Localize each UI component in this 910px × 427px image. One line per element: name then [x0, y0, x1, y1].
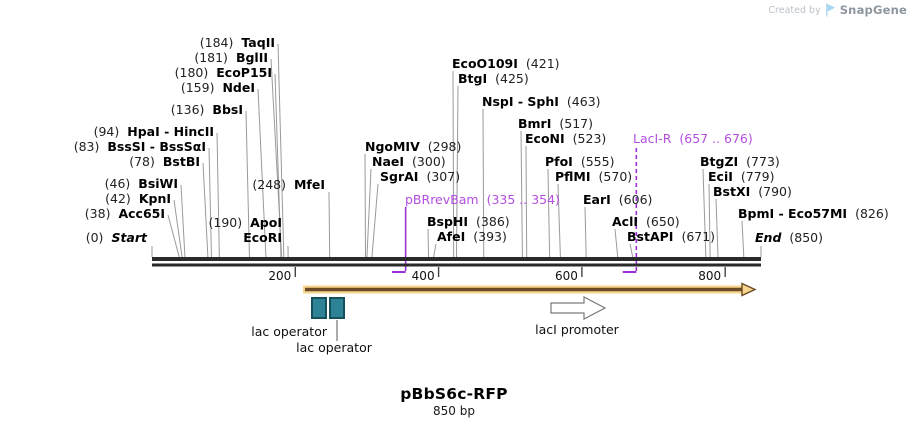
- leader-line-sgrai: [371, 183, 379, 258]
- enzyme-label-bsiwi[interactable]: (46) BsiWI: [105, 176, 178, 191]
- enzyme-label-taqii[interactable]: (184) TaqII: [200, 35, 275, 50]
- enzyme-label-end[interactable]: End (850): [755, 230, 823, 245]
- leader-line-ecoo109i: [452, 70, 455, 258]
- leader-line-nspi-sphi: [482, 108, 485, 258]
- enzyme-label-sgrai[interactable]: SgrAI (307): [380, 169, 460, 184]
- leader-line-afei: [433, 243, 437, 258]
- leader-line-btgi: [456, 85, 459, 258]
- primer-label-pbrrevbam[interactable]: pBRrevBam (335 .. 354): [405, 192, 560, 207]
- enzyme-label-start[interactable]: (0) Start: [86, 230, 148, 245]
- enzyme-label-mfei[interactable]: (248) MfeI: [252, 177, 325, 192]
- axis-tick-label-800: 800: [698, 269, 721, 283]
- leader-line-bsphi: [427, 228, 430, 258]
- leader-line-bbsi: [245, 110, 250, 258]
- plasmid-title-block: pBbS6c-RFP 850 bp: [304, 385, 604, 418]
- enzyme-label-nspi-sphi[interactable]: NspI - SphI (463): [482, 94, 601, 109]
- enzyme-label-naei[interactable]: NaeI (300): [372, 154, 446, 169]
- enzyme-label-apoi[interactable]: (190) ApoI: [209, 215, 283, 230]
- leader-line-bmri: [520, 130, 523, 258]
- enzyme-label-econi[interactable]: EcoNI (523): [525, 131, 606, 146]
- laci-promoter-label: lacI promoter: [535, 322, 620, 337]
- leader-line-ngomiv: [364, 153, 367, 258]
- leader-line-ndei: [257, 88, 267, 258]
- enzyme-label-acc65i[interactable]: (38) Acc65I: [85, 206, 165, 221]
- axis-tick-label-200: 200: [268, 269, 291, 283]
- leader-line-econi: [525, 145, 528, 258]
- created-by-text: Created by: [768, 4, 821, 16]
- enzyme-label-btgi[interactable]: BtgI (425): [458, 71, 529, 86]
- enzyme-label-pflmi[interactable]: PflMI (570): [555, 169, 632, 184]
- leader-line-ecop15i: [274, 73, 282, 258]
- plasmid-name: pBbS6c-RFP: [400, 385, 508, 403]
- enzyme-label-bglii[interactable]: (181) BglII: [194, 50, 268, 65]
- leader-line-bstbi: [202, 162, 209, 258]
- leader-line-bstapi: [629, 243, 634, 258]
- leader-line-eari: [584, 206, 587, 258]
- lac-operator-label-1: lac operator: [251, 324, 328, 339]
- enzyme-label-pfoi[interactable]: PfoI (555): [545, 154, 614, 169]
- snapgene-logo-icon: [825, 3, 835, 17]
- leader-line-bsiwi: [180, 184, 186, 258]
- enzyme-label-bstbi[interactable]: (78) BstBI: [129, 154, 200, 169]
- enzyme-label-bstxi[interactable]: BstXI (790): [713, 184, 792, 199]
- enzyme-label-bstapi[interactable]: BstAPI (671): [627, 229, 715, 244]
- snapgene-credit: Created by SnapGene: [768, 3, 907, 17]
- gene-arrow-head: [741, 282, 757, 297]
- leader-line-pfoi: [547, 168, 551, 258]
- laci-promoter-arrow[interactable]: [550, 296, 607, 320]
- lac-operator-box-1[interactable]: [311, 297, 327, 319]
- enzyme-label-bsphi[interactable]: BspHI (386): [427, 214, 510, 229]
- leader-line-ecii: [708, 183, 711, 258]
- enzyme-label-ecop15i[interactable]: (180) EcoP15I: [175, 65, 272, 80]
- sequence-axis-bottom: [152, 263, 761, 267]
- enzyme-label-eari[interactable]: EarI (606): [583, 192, 652, 207]
- leader-line-acc65i: [167, 214, 180, 258]
- lac-operator-label-2: lac operator: [296, 340, 373, 355]
- axis-tick-label-600: 600: [555, 269, 578, 283]
- enzyme-label-afei[interactable]: AfeI (393): [437, 229, 507, 244]
- enzyme-label-ecori[interactable]: EcoRI: [243, 230, 282, 245]
- enzyme-label-acli[interactable]: AclI (650): [612, 214, 680, 229]
- leader-line-bpmi-eco57mi: [741, 220, 745, 258]
- enzyme-label-ecii[interactable]: EciI (779): [708, 169, 775, 184]
- sequence-axis-top: [152, 257, 761, 261]
- leader-line-btgzi: [702, 168, 707, 258]
- leader-line-bsssi-bsss-i: [208, 147, 212, 258]
- enzyme-label-kpni[interactable]: (42) KpnI: [105, 191, 171, 206]
- plasmid-length: 850 bp: [433, 404, 475, 418]
- leader-line-taqii: [277, 43, 285, 258]
- enzyme-label-bpmi-eco57mi[interactable]: BpmI - Eco57MI (826): [738, 206, 889, 221]
- leader-line-kpni: [173, 199, 183, 258]
- snapgene-brand-text: SnapGene: [839, 3, 907, 17]
- leader-line-mfei: [328, 191, 331, 258]
- leader-line-bstxi: [715, 198, 719, 258]
- enzyme-label-btgzi[interactable]: BtgZI (773): [700, 154, 780, 169]
- enzyme-label-hpai-hincii[interactable]: (94) HpaI - HincII: [94, 124, 214, 139]
- leader-line-hpai-hincii: [216, 132, 220, 258]
- lac-operator-box-2[interactable]: [329, 297, 345, 319]
- enzyme-label-ngomiv[interactable]: NgoMIV (298): [365, 139, 461, 154]
- leader-line-naei: [366, 168, 372, 258]
- axis-tick-label-400: 400: [412, 269, 435, 283]
- enzyme-label-bsssi-bsss-i[interactable]: (83) BssSI - BssSαI: [74, 139, 206, 154]
- enzyme-label-bmri[interactable]: BmrI (517): [518, 116, 593, 131]
- leader-line-acli: [614, 228, 619, 258]
- primer-label-laci-r[interactable]: LacI-R (657 .. 676): [633, 131, 753, 146]
- leader-line-pflmi: [557, 183, 561, 258]
- enzyme-label-ecoo109i[interactable]: EcoO109I (421): [452, 56, 560, 71]
- enzyme-label-bbsi[interactable]: (136) BbsI: [171, 102, 243, 117]
- enzyme-label-ndei[interactable]: (159) NdeI: [181, 80, 255, 95]
